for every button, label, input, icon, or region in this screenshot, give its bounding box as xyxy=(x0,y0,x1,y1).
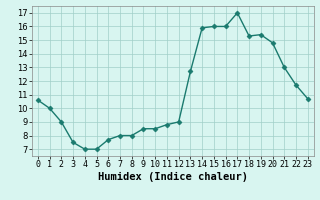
X-axis label: Humidex (Indice chaleur): Humidex (Indice chaleur) xyxy=(98,172,248,182)
